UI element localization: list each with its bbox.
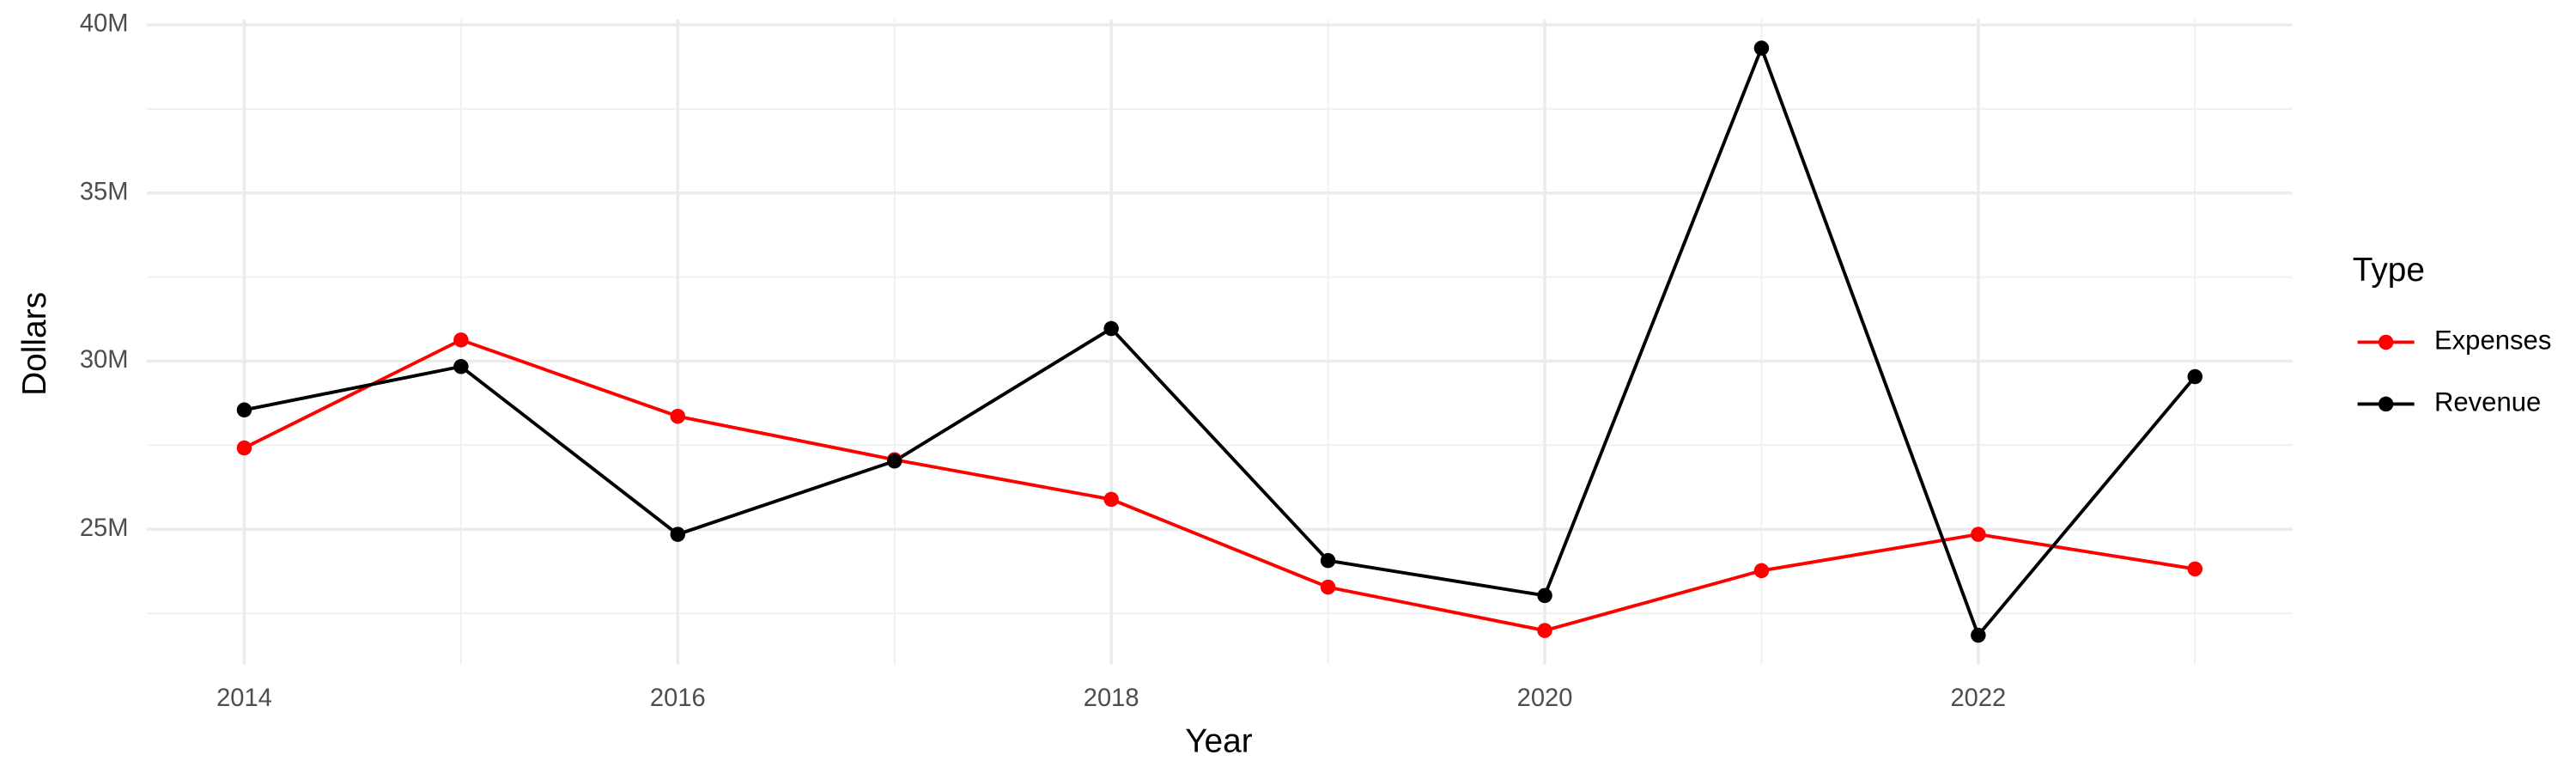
data-point bbox=[236, 440, 252, 456]
legend-marker bbox=[2378, 396, 2394, 412]
legend: Type Expenses Revenue bbox=[2353, 252, 2552, 417]
data-point bbox=[670, 526, 686, 542]
grid bbox=[146, 19, 2293, 665]
data-point bbox=[1537, 623, 1552, 638]
y-tick-label: 40M bbox=[80, 10, 129, 38]
plot-area bbox=[236, 40, 2203, 643]
legend-label: Expenses bbox=[2434, 326, 2551, 356]
data-point bbox=[453, 359, 469, 374]
data-point bbox=[2187, 561, 2203, 577]
x-axis-title: Year bbox=[1185, 722, 1253, 759]
data-point bbox=[1971, 627, 1986, 643]
x-tick-label: 2018 bbox=[1084, 685, 1139, 712]
data-point bbox=[1753, 563, 1770, 579]
data-point bbox=[453, 332, 469, 348]
data-point bbox=[2187, 368, 2203, 385]
legend-marker bbox=[2378, 334, 2394, 350]
x-tick-label: 2020 bbox=[1517, 685, 1573, 712]
y-axis-title: Dollars bbox=[16, 292, 53, 396]
x-tick-label: 2022 bbox=[1951, 685, 2007, 712]
data-point bbox=[1971, 526, 1986, 542]
series-line bbox=[244, 43, 2196, 639]
legend-title: Type bbox=[2353, 252, 2425, 289]
legend-label: Revenue bbox=[2434, 387, 2541, 417]
data-point bbox=[670, 408, 686, 424]
data-point bbox=[1537, 587, 1552, 604]
y-tick-label: 25M bbox=[80, 514, 129, 542]
data-point bbox=[1103, 491, 1119, 508]
y-tick-label: 30M bbox=[80, 346, 129, 374]
x-tick-label: 2014 bbox=[216, 685, 272, 712]
x-tick-label: 2016 bbox=[650, 685, 706, 712]
data-point bbox=[1320, 579, 1336, 595]
data-point bbox=[1753, 40, 1770, 56]
data-point bbox=[1103, 320, 1119, 337]
data-point bbox=[887, 453, 902, 469]
data-point bbox=[236, 402, 252, 418]
series-line bbox=[243, 338, 2196, 633]
data-point bbox=[1320, 552, 1336, 569]
y-tick-label: 35M bbox=[80, 178, 129, 205]
